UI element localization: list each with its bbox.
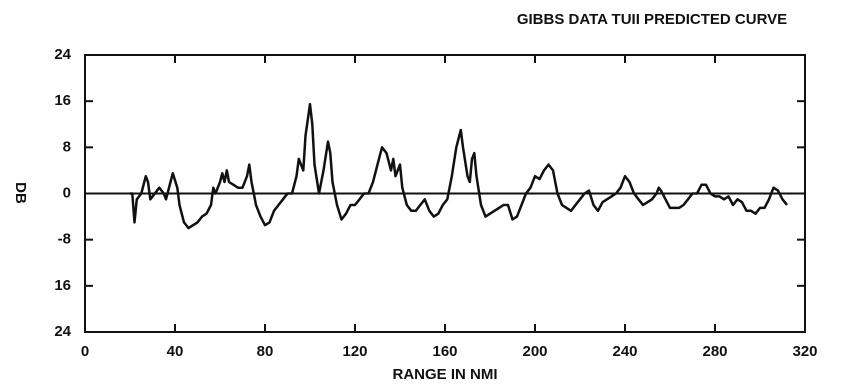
x-tick-label: 320 bbox=[792, 343, 817, 360]
x-tick-label: 240 bbox=[612, 343, 637, 360]
y-tick-label: 16 bbox=[54, 92, 71, 109]
x-tick-label: 160 bbox=[432, 343, 457, 360]
x-tick-label: 0 bbox=[81, 343, 89, 360]
x-tick-label: 80 bbox=[257, 343, 274, 360]
x-tick-label: 280 bbox=[702, 343, 727, 360]
y-tick-label: 8 bbox=[63, 138, 71, 155]
x-axis-label: RANGE IN NMI bbox=[393, 366, 498, 383]
y-tick-label: -8 bbox=[58, 231, 71, 248]
y-tick-label: 0 bbox=[63, 184, 71, 201]
chart-title: GIBBS DATA TUII PREDICTED CURVE bbox=[517, 11, 787, 28]
x-tick-label: 200 bbox=[522, 343, 547, 360]
y-tick-label: 24 bbox=[54, 323, 71, 340]
x-tick-label: 120 bbox=[342, 343, 367, 360]
y-axis-label: DB bbox=[12, 182, 29, 204]
x-tick-label: 40 bbox=[167, 343, 184, 360]
data-line bbox=[130, 102, 788, 230]
y-tick-label: 24 bbox=[54, 46, 71, 63]
y-tick-label: 16 bbox=[54, 277, 71, 294]
